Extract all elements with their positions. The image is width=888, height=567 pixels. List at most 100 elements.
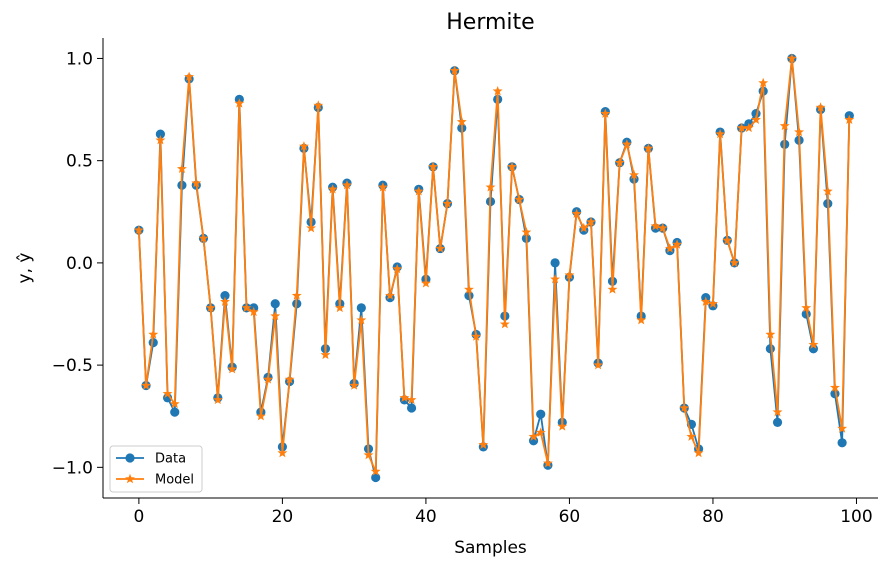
model-point [722,235,733,245]
model-point [708,298,718,308]
data-point [772,417,783,427]
model-point [600,108,611,118]
model-point [478,439,489,450]
axes: 0 20 40 60 80 100 1.0 0.5 0.0 −0.5 −1.0 [52,38,878,527]
legend-marker-model [125,473,135,484]
data-point [464,291,474,301]
model-point [629,169,639,180]
data-point [356,303,366,313]
model-point [456,116,467,127]
model-point [514,194,525,204]
model-point [650,220,661,231]
model-point [342,180,352,190]
model-point [406,394,417,405]
model-point [334,302,345,313]
model-point [485,182,496,192]
model-point [356,314,367,325]
x-axis-label: Samples [454,538,527,558]
model-point [234,98,245,108]
data-point [765,344,775,354]
model-point [205,302,216,313]
legend-label-model: Model [155,473,194,488]
model-point [550,274,561,284]
model-point [198,233,209,243]
data-point [837,438,847,448]
model-point [155,135,166,145]
data-point [270,299,280,309]
model-point [377,182,388,192]
model-point [808,339,819,349]
model-point [664,243,675,253]
model-point [614,157,625,167]
model-point [521,227,532,237]
model-point [176,163,187,174]
model-point [844,114,855,124]
model-point [449,65,460,75]
model-point [392,263,403,274]
model-point [736,122,747,133]
model-point [786,53,797,63]
model-point [291,290,302,300]
model-point [492,85,503,96]
model-point [772,406,783,417]
model-point [191,177,202,188]
model-point [499,319,510,329]
legend: Data Model [109,445,203,493]
model-point [743,122,754,133]
model-point [578,222,589,233]
model-point [564,269,575,280]
data-point [536,409,546,419]
model-point [227,364,238,374]
model-point [169,398,180,409]
y-axis-label: y, ŷ [15,253,35,284]
model-point [765,329,776,339]
data-point [550,258,560,268]
model-point [298,141,309,151]
model-point [586,216,596,227]
model-point [542,458,553,468]
model-point [464,284,474,294]
model-point [306,222,317,233]
y-tick-label: 1.0 [66,49,93,69]
model-point [815,102,826,112]
data-point [155,129,166,139]
model-point [758,77,769,88]
model-point [779,120,790,131]
y-tick-label: 0.5 [66,152,93,172]
model-point [241,302,252,313]
model-point [428,161,439,172]
model-point [801,302,812,313]
x-tick-label: 60 [559,507,581,527]
x-tick-label: 20 [272,507,294,527]
model-point [643,143,654,153]
model-point [607,284,618,294]
model-point [794,126,805,137]
model-point [636,314,647,325]
model-point [693,447,704,458]
model-point [413,186,424,196]
model-point [248,306,259,317]
model-point [349,380,360,390]
model-point [327,184,338,194]
model-point [399,392,410,403]
y-tick-label: −1.0 [52,458,93,478]
data-point [371,472,381,483]
model-point [751,114,761,124]
legend-label-data: Data [155,452,186,467]
model-point [686,431,697,441]
model-point [729,257,740,268]
series-line-model [137,57,851,473]
model-point [255,411,266,421]
model-point [621,139,632,149]
model-point [363,449,374,460]
model-point [220,296,230,306]
model-point [715,128,726,139]
model-point [370,466,381,476]
model-point [162,388,173,398]
x-tick-label: 80 [702,507,724,527]
model-point [141,380,151,390]
model-point [535,427,546,437]
model-point [313,100,324,110]
chart-title: Hermite [446,10,534,35]
x-tick-label: 40 [415,507,437,527]
